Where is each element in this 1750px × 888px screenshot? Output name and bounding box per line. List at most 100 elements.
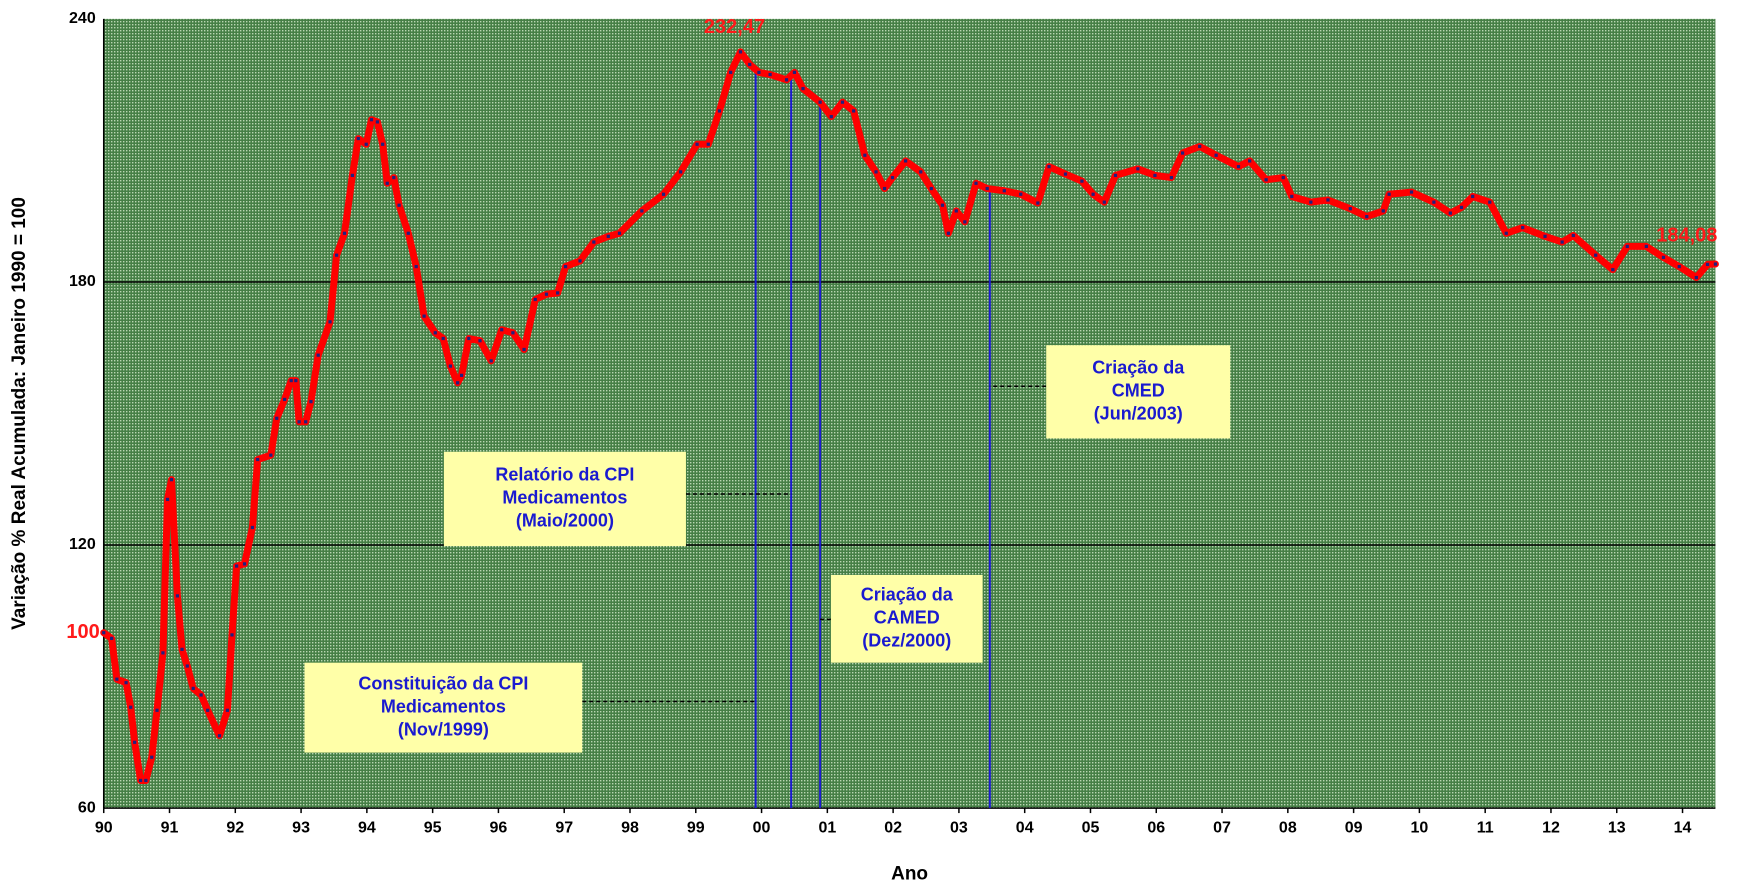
data-point [544, 292, 549, 296]
data-point [1705, 262, 1710, 267]
x-tick-label: 95 [424, 819, 442, 836]
data-point [592, 240, 596, 244]
data-point [350, 173, 354, 177]
x-tick-label: 05 [1082, 819, 1100, 836]
data-point [180, 647, 184, 651]
data-point [784, 78, 789, 82]
x-tick-label: 10 [1410, 819, 1428, 836]
data-point [150, 755, 154, 759]
data-point [242, 562, 247, 566]
data-point [309, 400, 313, 404]
data-point [1488, 200, 1492, 204]
data-point [1047, 165, 1051, 169]
data-point [230, 633, 234, 637]
x-tick-label: 97 [555, 819, 573, 836]
data-point [217, 734, 222, 738]
data-point [1611, 268, 1615, 272]
data-point [533, 297, 537, 302]
x-tick-label: 91 [161, 819, 179, 836]
x-tick-label: 13 [1608, 819, 1626, 836]
data-point [185, 664, 189, 668]
annotation-text: (Maio/2000) [516, 511, 614, 531]
data-point [275, 416, 279, 420]
annotation-box [443, 451, 686, 547]
data-point [919, 170, 923, 174]
data-point [1677, 264, 1681, 269]
annotation-text: CAMED [874, 608, 940, 628]
x-tick-label: 01 [818, 819, 836, 836]
x-tick-label: 96 [490, 819, 508, 836]
data-point [500, 328, 504, 332]
y-axis-title: Variação % Real Acumulada: Janeiro 1990 … [9, 197, 30, 630]
data-line [100, 48, 1719, 784]
data-point [1625, 244, 1629, 249]
annotation-text: (Jun/2003) [1094, 404, 1183, 424]
x-tick-label: 99 [687, 819, 705, 836]
data-point [1214, 153, 1218, 157]
data-point [578, 259, 582, 263]
x-tick-label: 06 [1147, 819, 1165, 836]
x-tick-label: 02 [884, 819, 902, 836]
data-point [375, 120, 379, 124]
data-point [1571, 233, 1575, 238]
data-point [414, 264, 418, 269]
data-point [1365, 215, 1369, 219]
data-point [422, 314, 426, 318]
data-point [606, 234, 610, 238]
data-point [1326, 198, 1330, 202]
x-tick-label: 09 [1345, 819, 1363, 836]
data-point [840, 100, 845, 104]
data-point [929, 186, 933, 191]
data-point [155, 708, 159, 712]
data-point [882, 186, 887, 191]
y-tick-label: 180 [69, 273, 96, 290]
data-point [1713, 262, 1718, 266]
annotation-text: Relatório da CPI [495, 465, 634, 485]
data-point [1381, 209, 1385, 213]
data-point [294, 378, 298, 383]
data-point [235, 564, 239, 568]
data-point [661, 192, 666, 196]
data-point [852, 109, 856, 113]
data-point [1198, 144, 1202, 149]
data-point [144, 778, 148, 783]
annotation-text: CMED [1112, 381, 1165, 401]
data-point [256, 457, 260, 462]
annotation-text: Medicamentos [381, 696, 506, 716]
data-point [1694, 275, 1698, 280]
data-point [448, 364, 453, 368]
data-point [1153, 173, 1157, 177]
annotation-box [830, 574, 983, 663]
data-point [1290, 194, 1294, 199]
data-point [1387, 192, 1391, 196]
data-point [165, 497, 170, 502]
data-point [102, 631, 106, 635]
y-tick-label: 240 [69, 10, 96, 27]
data-point [225, 708, 230, 712]
data-point [283, 397, 287, 402]
data-point [385, 181, 389, 185]
data-point [369, 118, 374, 122]
annotation-text: Constituição da CPI [358, 673, 528, 693]
data-point [511, 331, 515, 335]
data-point [729, 70, 733, 74]
data-point [829, 115, 833, 119]
data-point [1471, 194, 1475, 199]
data-point [706, 142, 710, 146]
data-point [640, 209, 644, 213]
data-point [441, 336, 445, 341]
x-tick-label: 93 [292, 819, 310, 836]
point-label: 232,47 [704, 16, 765, 38]
annotation-box [1046, 345, 1231, 439]
data-point [890, 175, 895, 180]
data-point [1091, 192, 1095, 196]
data-point [792, 70, 797, 74]
data-point [381, 142, 385, 146]
data-point [1661, 255, 1666, 259]
data-point [863, 153, 867, 157]
data-point [316, 353, 320, 357]
x-tick-label: 12 [1542, 819, 1560, 836]
data-point [1594, 253, 1598, 257]
data-point [1309, 200, 1313, 204]
